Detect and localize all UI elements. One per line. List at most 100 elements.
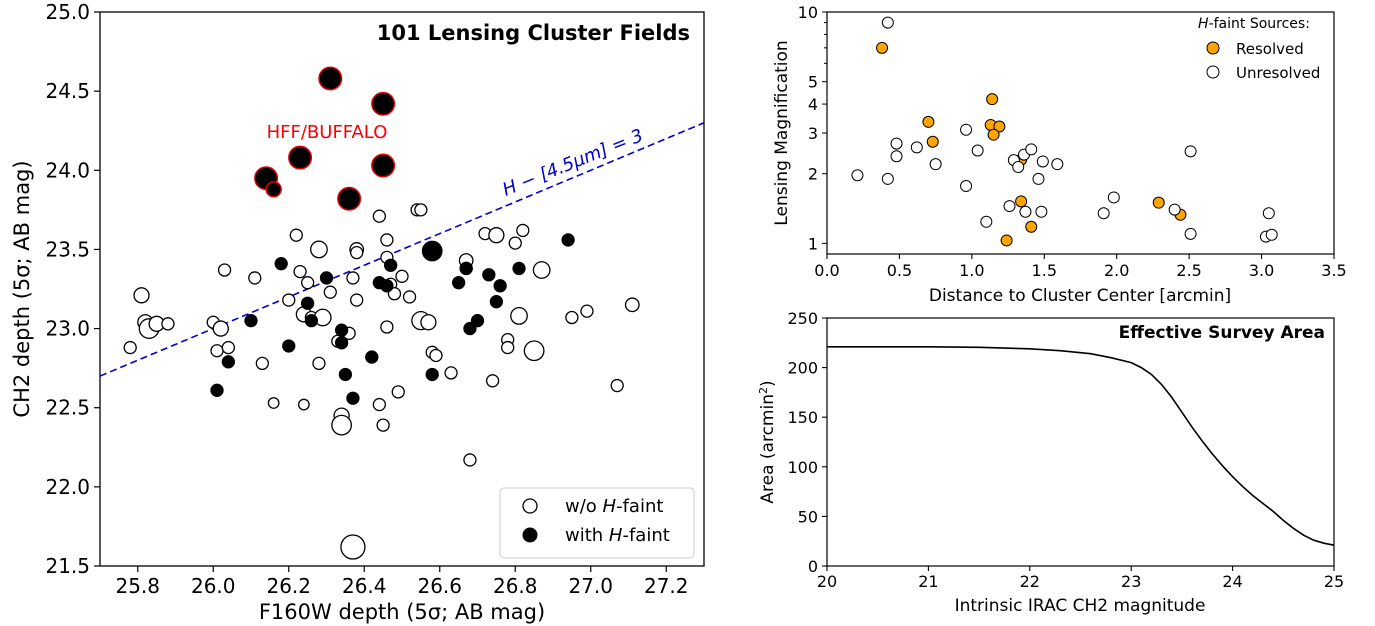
unresolved-point — [1265, 228, 1278, 241]
resolved-point — [987, 128, 1000, 141]
br-plot-frame — [826, 317, 1335, 567]
open-point — [282, 293, 296, 307]
open-point — [516, 223, 530, 238]
filled-point — [459, 261, 473, 276]
hff-buffalo-point — [371, 153, 396, 178]
left-x-tick-label: 27.2 — [644, 574, 689, 598]
open-point — [310, 240, 328, 259]
left-x-tick-label: 26.0 — [191, 574, 236, 598]
hff-buffalo-point — [288, 145, 313, 170]
left-y-tick-label: 22.5 — [45, 396, 90, 420]
filled-point — [338, 367, 353, 382]
left-y-tick-label: 23.0 — [45, 317, 90, 341]
tr-x-tick-label: 3.5 — [1321, 261, 1346, 280]
legend-open-marker — [522, 498, 538, 514]
open-point — [300, 276, 315, 290]
unresolved-point — [890, 150, 903, 163]
br-x-axis-label: Intrinsic IRAC CH2 magnitude — [955, 596, 1206, 616]
tr-y-axis-label: Lensing Magnification — [772, 40, 792, 225]
open-point — [580, 304, 594, 318]
resolved-point — [876, 41, 889, 54]
filled-point — [244, 314, 258, 328]
br-chart-title: Effective Survey Area — [1119, 323, 1325, 343]
left-reference-line-group — [99, 122, 705, 377]
filled-point — [425, 367, 439, 382]
tr-x-tick-label: 1.0 — [959, 261, 984, 280]
filled-point — [493, 279, 507, 293]
left-x-tick-label: 26.4 — [342, 574, 387, 598]
tr-x-tick-label: 0.5 — [887, 261, 912, 280]
left-y-axis-label: CH2 depth (5σ; AB mag) — [10, 160, 34, 417]
legend-open-label: w/o H-faint — [565, 496, 663, 517]
resolved-point — [1015, 195, 1028, 208]
left-chart-title: 101 Lensing Cluster Fields — [377, 21, 690, 45]
open-point — [380, 320, 394, 334]
open-point — [376, 418, 390, 432]
filled-point — [210, 383, 224, 397]
left-scatter-panel: 25.8 26.0 26.2 26.4 26.6 26.8 27.0 27.2 21.5 22.0… — [10, 0, 705, 624]
unresolved-point — [1184, 145, 1197, 158]
open-point — [323, 285, 337, 299]
open-point — [610, 378, 624, 393]
resolved-point — [926, 135, 939, 148]
open-point — [395, 269, 409, 283]
left-y-tick-label: 22.0 — [45, 475, 90, 499]
left-x-axis-label: F160W depth (5σ; AB mag) — [259, 600, 545, 624]
open-point — [508, 236, 522, 250]
left-y-tick-label: 24.5 — [45, 79, 90, 103]
resolved-point — [1025, 220, 1038, 233]
open-point — [212, 320, 229, 337]
left-legend: w/o H-faint with H-faint — [499, 487, 695, 559]
resolved-point — [922, 115, 935, 128]
tr-y-tick-label: 5 — [808, 73, 818, 92]
filled-point — [221, 355, 236, 369]
unresolved-point — [929, 158, 942, 171]
color-cut-annotation: H − [4.5μm] = 3 — [500, 125, 647, 201]
filled-point — [380, 279, 394, 293]
legend-filled-marker — [522, 527, 538, 543]
left-points-group — [123, 66, 640, 560]
open-point — [350, 245, 364, 260]
unresolved-point — [851, 169, 864, 182]
left-y-tick-label: 24.0 — [45, 158, 90, 182]
unresolved-point — [971, 144, 984, 157]
open-point — [372, 209, 387, 223]
filled-point — [384, 258, 398, 272]
open-point — [414, 203, 428, 217]
tr-y-tick-label: 4 — [808, 95, 818, 114]
left-x-tick-label: 26.8 — [493, 574, 538, 598]
open-point — [350, 293, 364, 307]
unresolved-point — [960, 123, 973, 136]
open-point — [463, 453, 477, 467]
hff-buffalo-point — [318, 66, 343, 91]
open-point — [133, 287, 150, 304]
filled-point — [470, 314, 485, 328]
unresolved-point — [1168, 203, 1181, 216]
filled-point — [346, 391, 360, 405]
unresolved-point — [1032, 172, 1045, 185]
open-point — [255, 356, 269, 371]
filled-point — [274, 257, 288, 271]
br-x-tick-label: 23 — [1121, 572, 1141, 591]
unresolved-point — [1025, 143, 1038, 156]
br-y-axis-label: Area (arcmin2) — [757, 380, 779, 503]
magnification-panel: 0.0 0.5 1.0 1.5 2.0 2.5 3.0 3.5 1 2 3 4 5 10 H-faint … — [772, 3, 1347, 306]
filled-point — [451, 276, 466, 290]
tr-y-tick-label: 10 — [798, 3, 818, 22]
br-y-tick-label: 0 — [808, 557, 818, 576]
left-x-tick-label: 26.6 — [417, 574, 462, 598]
open-point — [331, 414, 353, 436]
unresolved-point — [890, 137, 903, 150]
tr-y-tick-label: 3 — [808, 124, 818, 143]
left-plot-frame — [99, 11, 705, 567]
filled-point — [304, 314, 319, 328]
resolved-point — [993, 120, 1006, 133]
tr-legend: H-faint Sources: Resolved Unresolved — [1198, 16, 1320, 82]
left-x-tick-label: 27.0 — [568, 574, 613, 598]
tr-x-tick-label: 2.5 — [1176, 261, 1201, 280]
open-point — [485, 374, 500, 388]
br-y-tick-label: 200 — [787, 359, 818, 378]
br-x-tick-label: 25 — [1324, 572, 1344, 591]
hff-buffalo-point — [265, 181, 282, 198]
